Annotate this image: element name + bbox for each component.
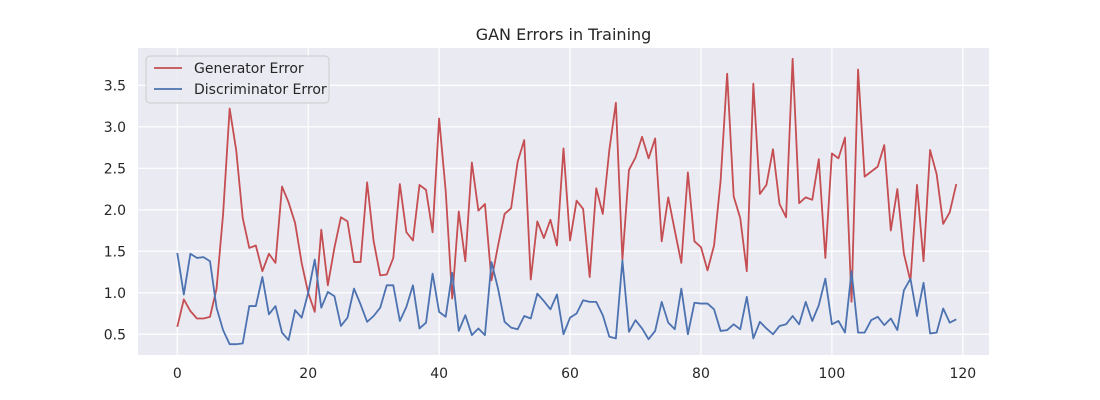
- y-tick-label: 1.0: [104, 286, 126, 302]
- x-tick-label: 0: [173, 366, 182, 382]
- series-line-generator-error: [176, 57, 958, 327]
- tick-labels: 0 20 40 60 80 100 120 0.5 1.0 1.5 2.0 2.5 3.0 3.5: [104, 78, 976, 382]
- y-tick-label: 0.5: [104, 327, 126, 343]
- x-tick-label: 100: [819, 366, 846, 382]
- legend-label: Generator Error: [194, 61, 304, 77]
- x-tick-label: 120: [949, 366, 976, 382]
- y-tick-label: 1.5: [104, 244, 126, 260]
- x-tick-label: 40: [430, 366, 448, 382]
- chart-title: GAN Errors in Training: [476, 25, 652, 44]
- series-line-discriminator-error: [176, 252, 957, 346]
- y-tick-label: 3.0: [104, 120, 126, 136]
- x-tick-label: 80: [692, 366, 710, 382]
- y-tick-label: 3.5: [104, 78, 126, 94]
- x-tick-label: 20: [299, 366, 317, 382]
- series-lines: [176, 57, 958, 346]
- legend: Generator Error Discriminator Error: [145, 55, 330, 104]
- y-tick-label: 2.5: [104, 161, 126, 177]
- y-tick-label: 2.0: [104, 203, 126, 219]
- legend-box: [145, 55, 330, 104]
- legend-label: Discriminator Error: [194, 82, 327, 98]
- x-tick-label: 60: [561, 366, 579, 382]
